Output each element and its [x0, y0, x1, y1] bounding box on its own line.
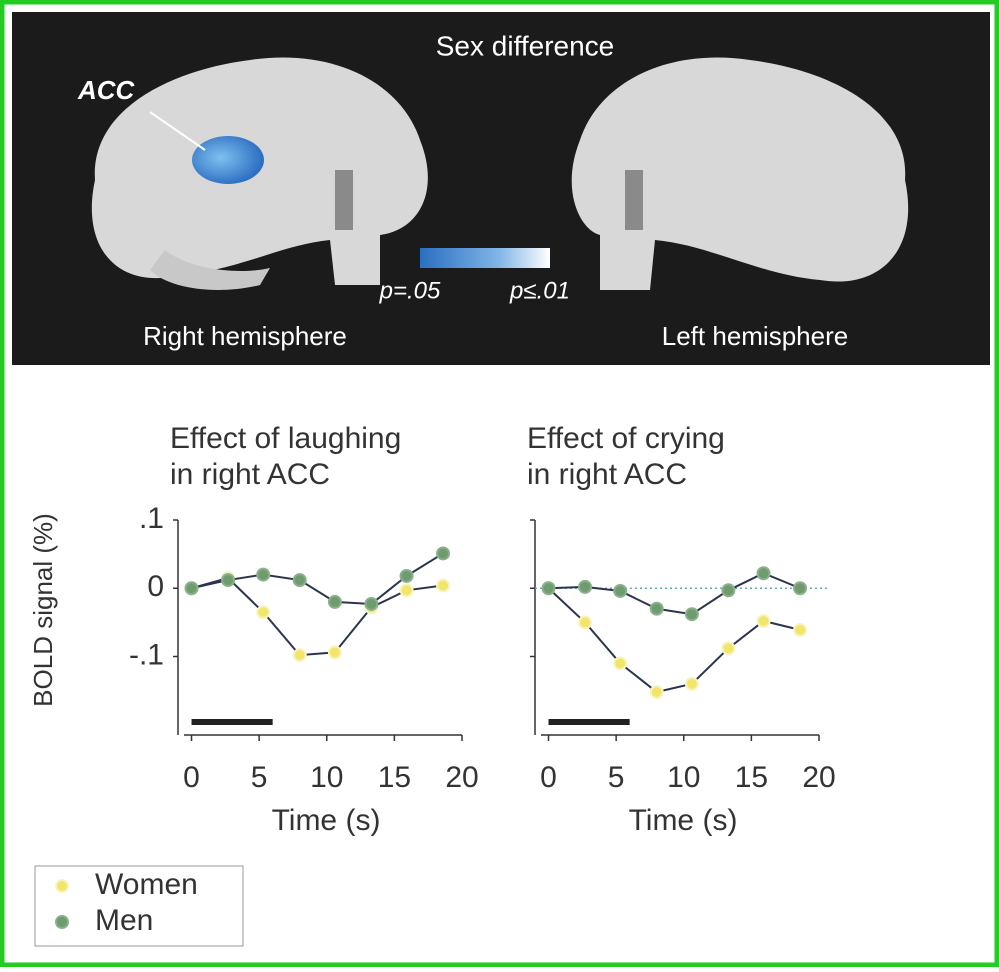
point	[721, 583, 736, 598]
point	[613, 583, 628, 598]
scale-high: p≤.01	[509, 277, 570, 304]
scale-low: p=.05	[379, 277, 441, 304]
x-axis-label: Time (s)	[272, 804, 381, 837]
x-tick-label: 0	[540, 761, 557, 794]
acc-blob	[192, 136, 264, 184]
stimulus-bar	[191, 719, 273, 725]
chart-title: Effect of laughing	[170, 422, 401, 455]
color-bar	[420, 248, 550, 268]
x-tick-label: 10	[310, 761, 343, 794]
point	[578, 615, 593, 630]
point	[221, 573, 236, 588]
point	[256, 567, 271, 582]
legend	[34, 865, 244, 947]
point	[436, 546, 451, 561]
brain-panel: Sex difference ACC p=.05 p≤.01 Right hem…	[12, 12, 990, 365]
right-brain-lobe	[150, 250, 270, 290]
chart-title: in right ACC	[170, 458, 330, 491]
x-tick-label: 10	[667, 761, 700, 794]
y-tick-label: .1	[139, 502, 164, 535]
point	[364, 596, 379, 611]
legend-label: Women	[95, 868, 198, 901]
x-tick-label: 20	[445, 761, 478, 794]
series-line	[547, 587, 801, 694]
point	[578, 579, 593, 594]
point	[793, 581, 808, 596]
point	[292, 573, 307, 588]
y-axis-label: BOLD signal (%)	[28, 513, 58, 707]
point	[613, 656, 628, 671]
point	[756, 614, 771, 629]
point	[684, 607, 699, 622]
left-midline	[625, 170, 643, 230]
acc-pointer	[149, 111, 206, 151]
point	[793, 622, 808, 637]
point	[756, 566, 771, 581]
point	[721, 641, 736, 656]
x-tick-label: 0	[183, 761, 200, 794]
region-label: ACC	[77, 75, 136, 105]
x-tick-label: 15	[378, 761, 411, 794]
point	[399, 583, 414, 598]
chart-title: Effect of crying	[527, 422, 725, 455]
panel-title: Sex difference	[436, 30, 615, 61]
x-tick-label: 15	[735, 761, 768, 794]
chart-title: in right ACC	[527, 458, 687, 491]
x-axis-label: Time (s)	[629, 804, 738, 837]
legend-swatch	[55, 915, 69, 929]
y-tick-label: 0	[147, 570, 164, 603]
point	[256, 605, 271, 620]
stimulus-bar	[548, 719, 630, 725]
right-label: Right hemisphere	[143, 321, 347, 351]
x-tick-label: 5	[608, 761, 625, 794]
x-tick-label: 5	[251, 761, 268, 794]
legend-label: Men	[95, 904, 153, 937]
point	[436, 578, 451, 593]
point	[184, 581, 199, 596]
legend-swatch	[55, 879, 69, 893]
point	[399, 568, 414, 583]
point	[327, 645, 342, 660]
x-tick-label: 20	[802, 761, 835, 794]
point	[541, 581, 556, 596]
point	[684, 676, 699, 691]
left-brain	[571, 57, 909, 290]
y-tick-label: -.1	[129, 638, 164, 671]
left-label: Left hemisphere	[662, 321, 848, 351]
point	[327, 594, 342, 609]
point	[649, 601, 664, 616]
point	[292, 648, 307, 663]
right-midline	[335, 170, 353, 230]
point	[649, 685, 664, 699]
